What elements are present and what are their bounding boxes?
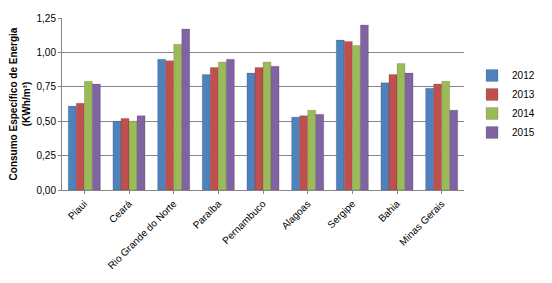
svg-text:Minas Gerais: Minas Gerais [397,198,446,247]
svg-text:Rio Grande do Norte: Rio Grande do Norte [106,198,179,271]
svg-text:Piaui: Piaui [66,198,90,222]
svg-text:Alagoas: Alagoas [279,198,312,231]
svg-text:1,00: 1,00 [37,47,57,58]
svg-text:1,25: 1,25 [37,13,57,24]
svg-text:0,75: 0,75 [37,81,57,92]
svg-text:Ceará: Ceará [107,198,134,225]
svg-text:2014: 2014 [512,108,535,119]
svg-text:2015: 2015 [512,127,535,138]
svg-text:2012: 2012 [512,70,535,81]
svg-text:Consumo Específico de Energia(: Consumo Específico de Energia(KWh/m³) [8,27,32,180]
svg-text:0,50: 0,50 [37,116,57,127]
svg-text:Paraíba: Paraíba [191,198,224,231]
svg-text:Pernambuco: Pernambuco [220,198,268,246]
svg-text:Bahia: Bahia [376,198,402,224]
svg-text:0,25: 0,25 [37,150,57,161]
svg-text:2013: 2013 [512,89,535,100]
svg-text:0,00: 0,00 [37,185,57,196]
svg-text:Sergipe: Sergipe [325,198,357,230]
